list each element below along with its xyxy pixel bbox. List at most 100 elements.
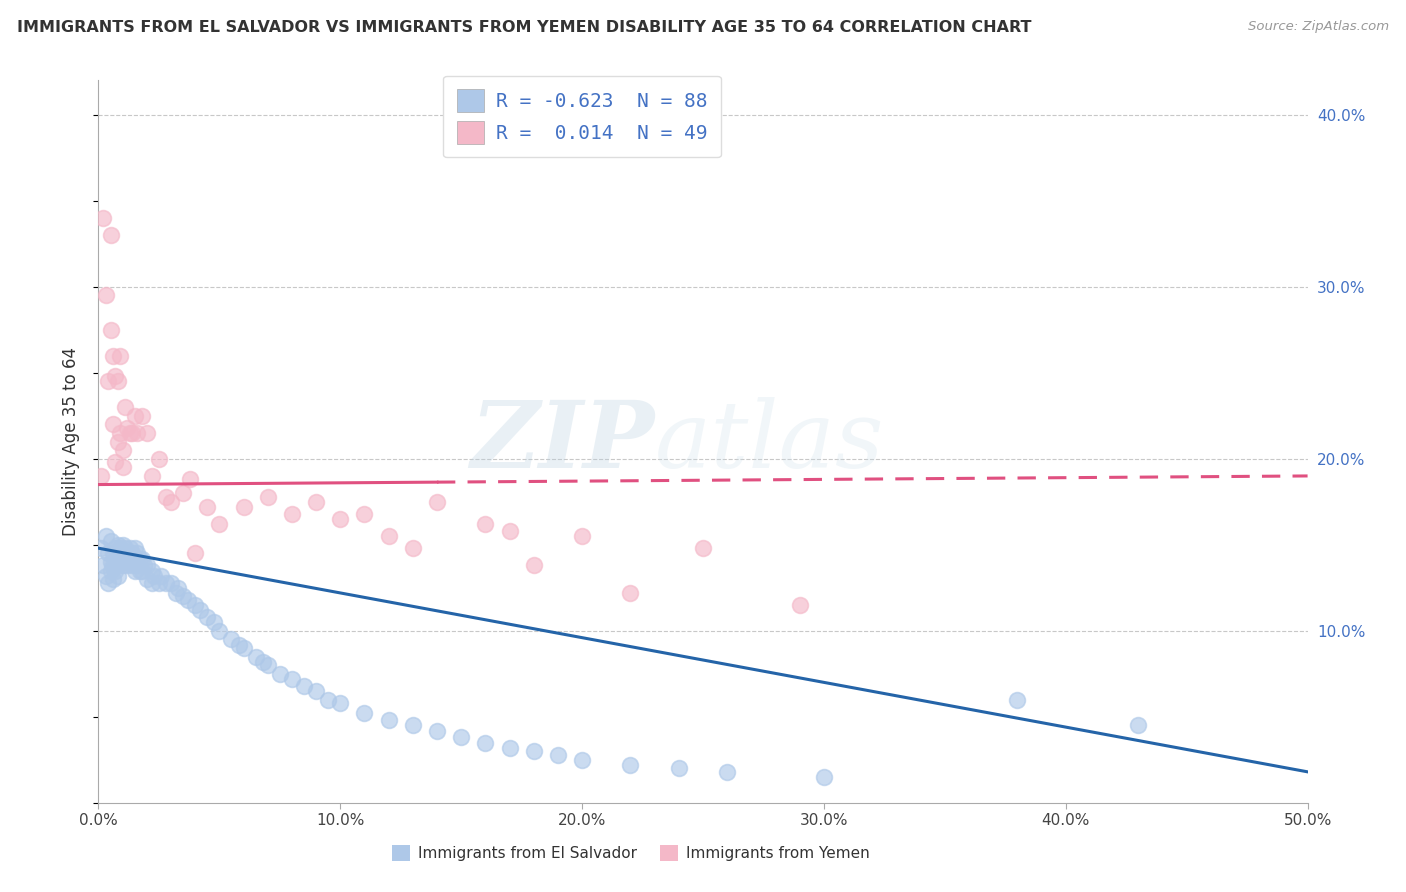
Point bbox=[111, 443, 134, 458]
Point bbox=[134, 558, 156, 573]
Point bbox=[668, 761, 690, 775]
Point bbox=[619, 586, 641, 600]
Point bbox=[195, 610, 218, 624]
Point bbox=[128, 551, 150, 566]
Point bbox=[100, 564, 122, 578]
Point bbox=[107, 546, 129, 560]
Point bbox=[353, 706, 375, 721]
Point bbox=[90, 541, 112, 556]
Point bbox=[716, 764, 738, 779]
Point bbox=[101, 546, 124, 560]
Point bbox=[281, 672, 304, 686]
Point bbox=[127, 558, 149, 573]
Point bbox=[114, 555, 136, 569]
Point bbox=[179, 472, 201, 486]
Point bbox=[256, 490, 278, 504]
Point bbox=[108, 541, 131, 556]
Point bbox=[117, 421, 139, 435]
Text: Source: ZipAtlas.com: Source: ZipAtlas.com bbox=[1249, 20, 1389, 33]
Point bbox=[188, 603, 211, 617]
Point bbox=[121, 558, 143, 573]
Text: ZIP: ZIP bbox=[471, 397, 655, 486]
Point bbox=[450, 731, 472, 745]
Point bbox=[101, 572, 124, 586]
Point bbox=[101, 558, 124, 573]
Point bbox=[121, 425, 143, 440]
Point bbox=[148, 451, 170, 466]
Point bbox=[104, 564, 127, 578]
Point bbox=[402, 718, 425, 732]
Point bbox=[131, 564, 153, 578]
Point bbox=[111, 460, 134, 475]
Point bbox=[100, 555, 122, 569]
Point bbox=[101, 349, 124, 363]
Point bbox=[195, 500, 218, 514]
Point bbox=[184, 546, 207, 560]
Point bbox=[90, 469, 112, 483]
Point bbox=[100, 534, 122, 549]
Point bbox=[547, 747, 569, 762]
Legend: Immigrants from El Salvador, Immigrants from Yemen: Immigrants from El Salvador, Immigrants … bbox=[385, 839, 876, 867]
Point bbox=[117, 558, 139, 573]
Point bbox=[135, 572, 157, 586]
Point bbox=[523, 558, 546, 573]
Point bbox=[97, 375, 120, 389]
Point bbox=[155, 575, 177, 590]
Point bbox=[135, 558, 157, 573]
Point bbox=[172, 486, 194, 500]
Point bbox=[305, 494, 328, 508]
Point bbox=[269, 666, 291, 681]
Point bbox=[208, 517, 231, 532]
Point bbox=[498, 524, 520, 538]
Point bbox=[118, 425, 141, 440]
Point bbox=[150, 568, 173, 582]
Point bbox=[204, 615, 226, 630]
Point bbox=[426, 494, 449, 508]
Point bbox=[256, 658, 278, 673]
Point bbox=[232, 640, 254, 655]
Point bbox=[141, 564, 163, 578]
Point bbox=[160, 575, 183, 590]
Point bbox=[141, 575, 163, 590]
Point bbox=[148, 575, 170, 590]
Point bbox=[94, 288, 117, 302]
Point bbox=[97, 546, 120, 560]
Point bbox=[619, 758, 641, 772]
Point bbox=[100, 323, 122, 337]
Point bbox=[104, 369, 127, 384]
Point bbox=[329, 696, 352, 710]
Point bbox=[131, 551, 153, 566]
Point bbox=[111, 546, 134, 560]
Point bbox=[165, 586, 187, 600]
Point bbox=[184, 598, 207, 612]
Point bbox=[127, 425, 149, 440]
Point bbox=[128, 564, 150, 578]
Point bbox=[474, 517, 496, 532]
Point bbox=[131, 409, 153, 423]
Point bbox=[107, 558, 129, 573]
Point bbox=[101, 417, 124, 432]
Point bbox=[305, 684, 328, 698]
Point bbox=[135, 425, 157, 440]
Point bbox=[177, 592, 200, 607]
Text: atlas: atlas bbox=[655, 397, 884, 486]
Point bbox=[316, 692, 339, 706]
Y-axis label: Disability Age 35 to 64: Disability Age 35 to 64 bbox=[62, 347, 80, 536]
Point bbox=[121, 546, 143, 560]
Point bbox=[232, 500, 254, 514]
Point bbox=[167, 581, 190, 595]
Point bbox=[107, 375, 129, 389]
Point bbox=[245, 649, 267, 664]
Text: IMMIGRANTS FROM EL SALVADOR VS IMMIGRANTS FROM YEMEN DISABILITY AGE 35 TO 64 COR: IMMIGRANTS FROM EL SALVADOR VS IMMIGRANT… bbox=[17, 20, 1032, 35]
Point bbox=[292, 679, 315, 693]
Point bbox=[94, 568, 117, 582]
Point bbox=[104, 455, 127, 469]
Point bbox=[329, 512, 352, 526]
Point bbox=[571, 753, 593, 767]
Point bbox=[91, 558, 114, 573]
Point bbox=[91, 211, 114, 225]
Point bbox=[111, 538, 134, 552]
Point bbox=[107, 434, 129, 449]
Point bbox=[523, 744, 546, 758]
Point bbox=[108, 551, 131, 566]
